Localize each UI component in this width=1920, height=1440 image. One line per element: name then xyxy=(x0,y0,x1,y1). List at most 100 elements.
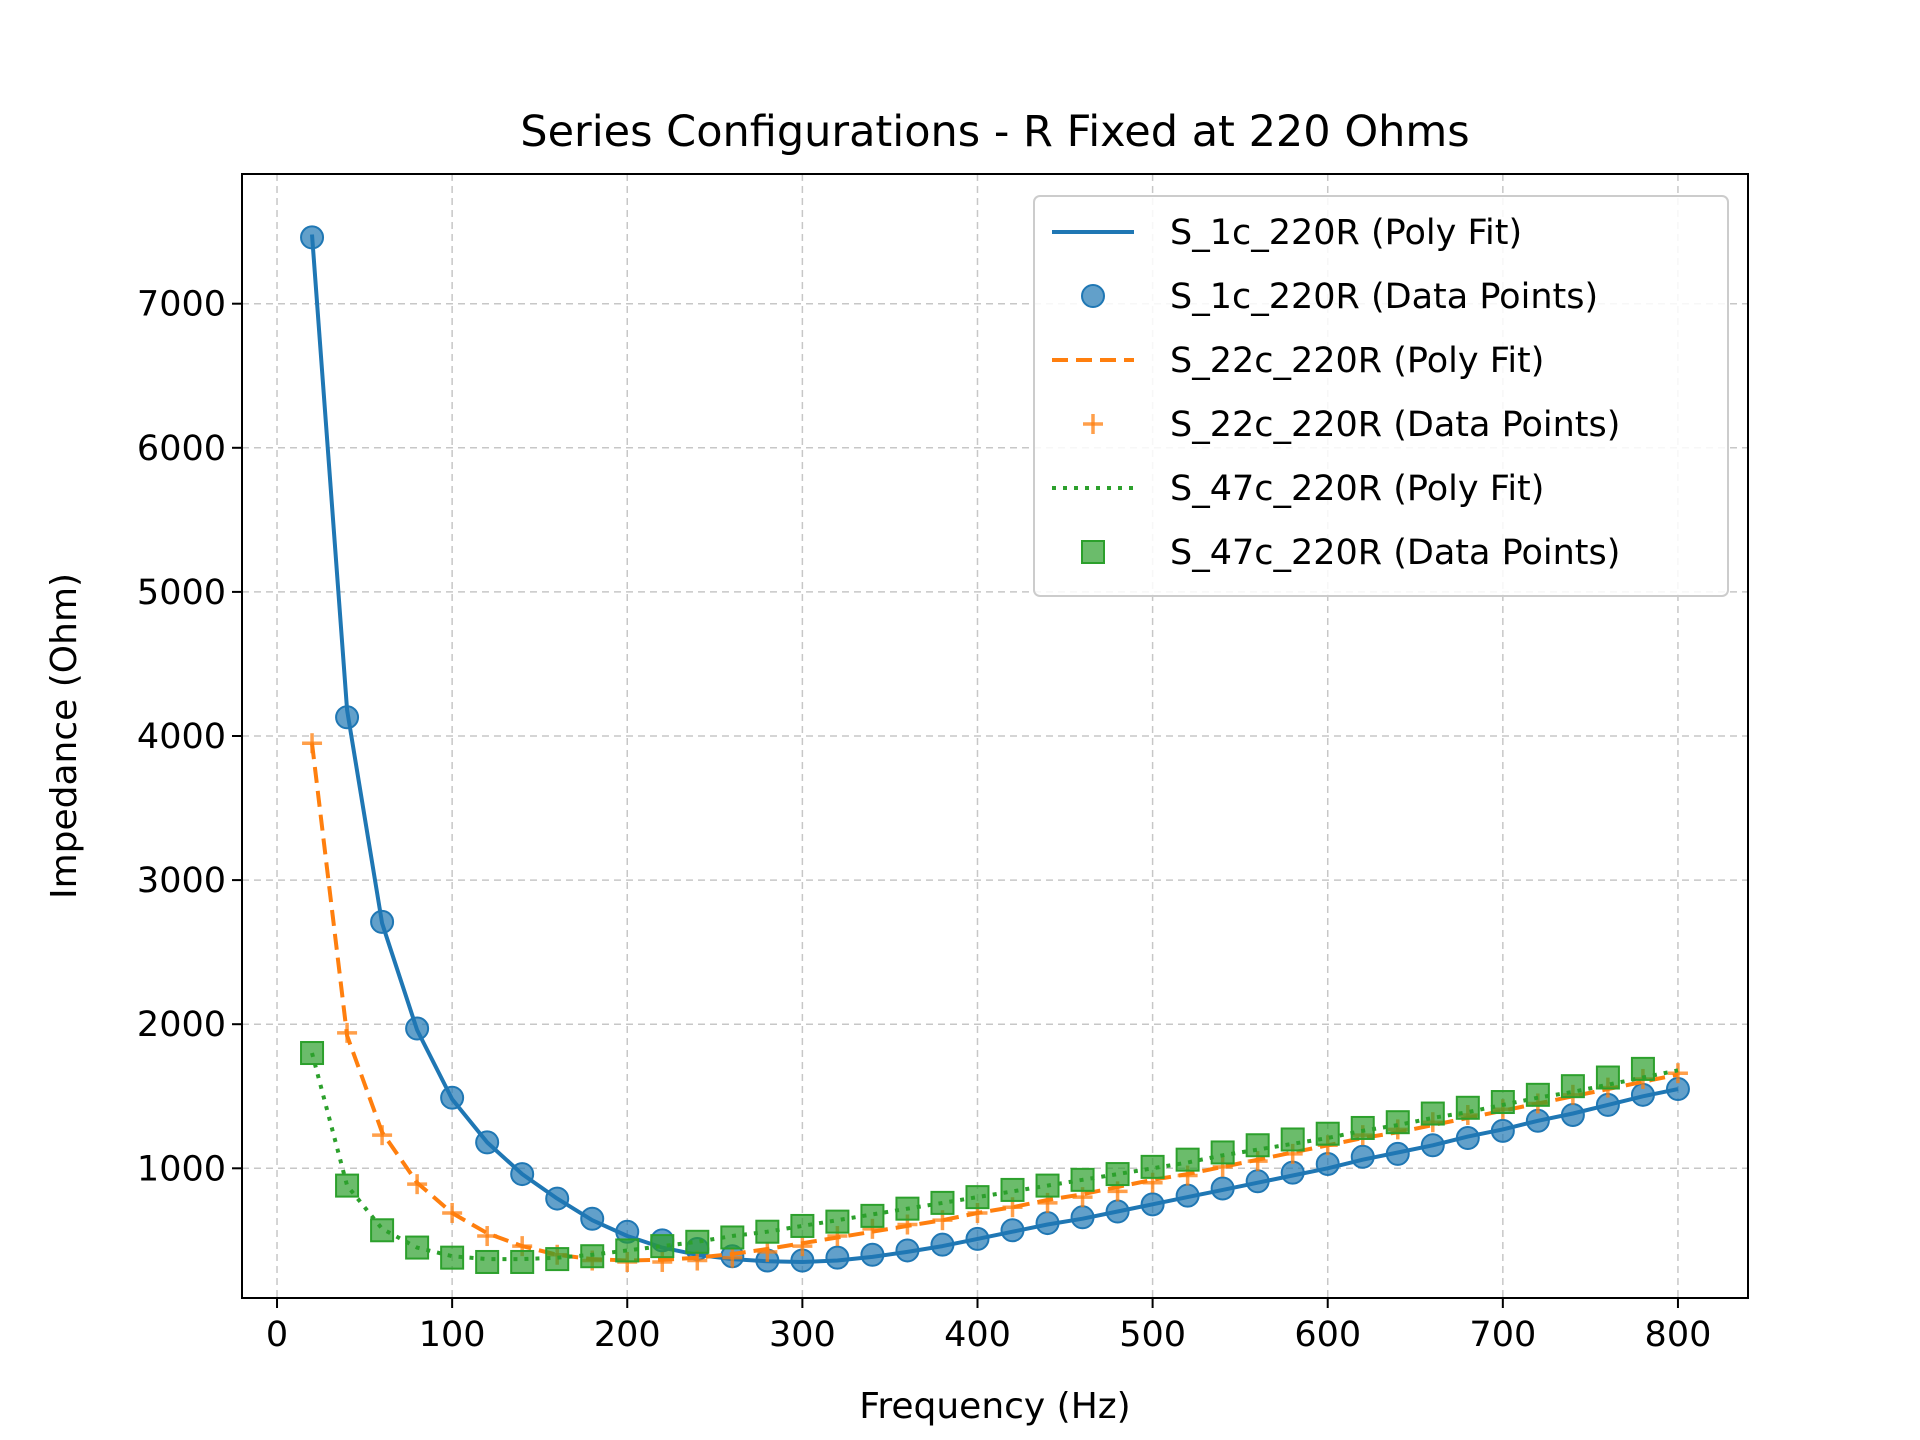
data-point xyxy=(1420,1133,1445,1158)
data-point xyxy=(300,225,325,250)
data-point xyxy=(1630,1056,1655,1081)
legend-item: S_1c_220R (Poly Fit) xyxy=(1052,213,1522,253)
data-point xyxy=(477,1226,498,1247)
data-point xyxy=(1385,1110,1410,1135)
data-point xyxy=(545,1247,570,1272)
data-point xyxy=(1385,1141,1410,1166)
legend-label: S_1c_220R (Poly Fit) xyxy=(1170,213,1522,253)
data-point xyxy=(1035,1173,1060,1198)
data-point xyxy=(335,705,360,730)
data-point xyxy=(965,1185,990,1210)
data-point xyxy=(475,1130,500,1155)
data-point xyxy=(1560,1074,1585,1099)
data-point xyxy=(825,1209,850,1234)
data-point xyxy=(1000,1218,1025,1243)
data-point xyxy=(1560,1102,1585,1127)
legend-item: S_1c_220R (Data Points) xyxy=(1081,277,1598,317)
data-point xyxy=(825,1245,850,1270)
data-point xyxy=(685,1229,710,1254)
legend-label: S_1c_220R (Data Points) xyxy=(1170,277,1598,317)
data-point xyxy=(757,1241,778,1262)
data-point xyxy=(755,1219,780,1244)
data-point xyxy=(405,1016,430,1041)
data-point xyxy=(1210,1176,1235,1201)
data-point xyxy=(615,1238,640,1263)
data-point xyxy=(1490,1118,1515,1143)
legend-swatch xyxy=(1081,540,1105,564)
data-point xyxy=(580,1206,605,1231)
series-points-s-22c-220r-data-points xyxy=(302,733,1688,1272)
data-point xyxy=(1245,1169,1270,1194)
data-point xyxy=(930,1232,955,1257)
y-tick-label: 2000 xyxy=(137,1005,226,1045)
x-tick-label: 500 xyxy=(1119,1315,1186,1355)
data-point xyxy=(1350,1144,1375,1169)
data-point xyxy=(440,1245,465,1270)
data-point xyxy=(1280,1160,1305,1185)
series-line-s-22c-220r-poly-fit xyxy=(310,742,1679,1263)
data-point xyxy=(1490,1090,1515,1115)
data-point xyxy=(370,909,395,934)
legend-label: S_22c_220R (Data Points) xyxy=(1170,405,1620,445)
x-tick-label: 700 xyxy=(1469,1315,1536,1355)
data-point xyxy=(1035,1211,1060,1236)
legend-swatch xyxy=(1081,284,1105,308)
data-point xyxy=(580,1244,605,1269)
data-point xyxy=(1350,1115,1375,1140)
data-point xyxy=(1455,1126,1480,1151)
y-tick-label: 3000 xyxy=(137,861,226,901)
data-point xyxy=(790,1213,815,1238)
data-point xyxy=(1140,1154,1165,1179)
x-axis-label: Frequency (Hz) xyxy=(859,1386,1130,1427)
x-tick-label: 300 xyxy=(769,1315,836,1355)
data-point xyxy=(302,733,323,754)
y-tick-label: 4000 xyxy=(137,717,226,757)
legend-item: S_47c_220R (Data Points) xyxy=(1081,533,1620,573)
data-point xyxy=(440,1085,465,1110)
data-point xyxy=(1105,1199,1130,1224)
legend: S_1c_220R (Poly Fit) S_1c_220R (Data Poin… xyxy=(1033,195,1729,597)
data-point xyxy=(1245,1133,1270,1158)
data-point xyxy=(335,1173,360,1198)
data-point xyxy=(1667,1063,1688,1084)
data-point xyxy=(1105,1162,1130,1187)
data-point xyxy=(1315,1121,1340,1146)
y-tick-label: 1000 xyxy=(137,1149,226,1189)
data-point xyxy=(372,1125,393,1146)
data-point xyxy=(1175,1147,1200,1172)
axis-ticks: 0 100 200 300 400 500 600 700 800 1000 2000 3000 400… xyxy=(137,285,1711,1355)
data-point xyxy=(1210,1140,1235,1165)
data-point xyxy=(545,1186,570,1211)
data-point xyxy=(405,1235,430,1260)
x-tick-label: 100 xyxy=(419,1315,486,1355)
data-point xyxy=(337,1022,358,1043)
series-line-s-1c-220r-poly-fit xyxy=(310,234,1679,1264)
y-axis-label: Impedance (Ohm) xyxy=(44,573,85,899)
x-tick-label: 200 xyxy=(594,1315,661,1355)
legend-label: S_22c_220R (Poly Fit) xyxy=(1170,341,1544,381)
data-point xyxy=(687,1250,708,1271)
data-point xyxy=(370,1218,395,1243)
data-point xyxy=(510,1162,535,1187)
data-point xyxy=(965,1226,990,1251)
data-point xyxy=(1070,1167,1095,1192)
data-point xyxy=(792,1236,813,1257)
data-point xyxy=(1070,1205,1095,1230)
legend-label: S_47c_220R (Data Points) xyxy=(1170,533,1620,573)
data-point xyxy=(1315,1151,1340,1176)
data-point xyxy=(650,1234,675,1259)
data-point xyxy=(442,1202,463,1223)
x-tick-label: 800 xyxy=(1645,1315,1712,1355)
data-point xyxy=(1455,1095,1480,1120)
legend-box xyxy=(1033,195,1729,597)
data-point xyxy=(860,1203,885,1228)
chart-title: Series Configurations - R Fixed at 220 O… xyxy=(520,107,1469,157)
x-tick-label: 0 xyxy=(266,1315,288,1355)
legend-item: S_22c_220R (Poly Fit) xyxy=(1052,341,1544,381)
data-point xyxy=(300,1041,325,1066)
data-point xyxy=(895,1238,920,1263)
data-point xyxy=(722,1247,743,1268)
x-tick-label: 400 xyxy=(944,1315,1011,1355)
